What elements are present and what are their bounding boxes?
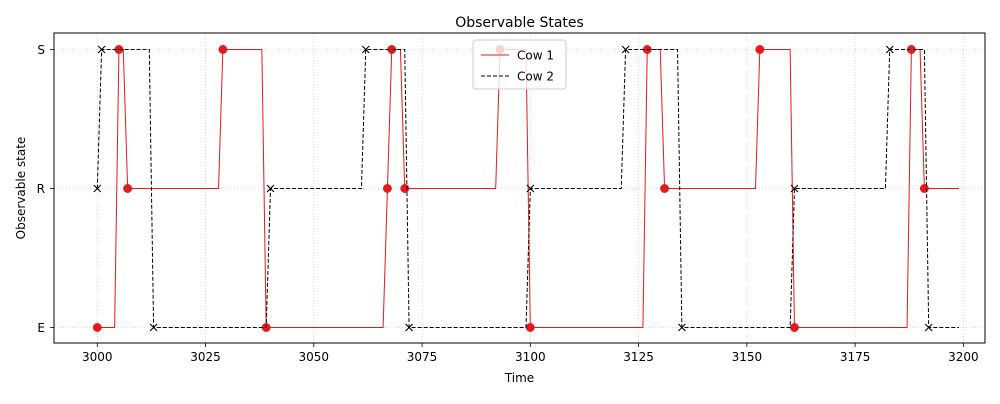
y-tick-label: S [37, 43, 45, 57]
data-point-cow-1 [660, 184, 670, 193]
y-axis: E R S [37, 43, 54, 335]
legend-box [472, 39, 567, 90]
data-point-cow-2 [621, 45, 630, 54]
chart-title: Observable States [455, 15, 584, 31]
x-tick-label: 3075 [407, 350, 438, 364]
x-tick-label: 3025 [190, 350, 221, 364]
y-axis-label: Observable state [14, 137, 28, 240]
legend: Cow 1 Cow 2 [472, 39, 567, 90]
data-point-cow-1 [218, 45, 228, 54]
x-tick-label: 3200 [948, 350, 979, 364]
y-tick-label: R [37, 182, 45, 196]
data-point-cow-1 [382, 184, 392, 193]
data-point-cow-1 [755, 45, 765, 54]
x-tick-label: 3000 [82, 350, 113, 364]
data-point-cow-2 [93, 184, 102, 193]
data-point-cow-2 [790, 184, 799, 193]
data-point-cow-1 [123, 184, 133, 193]
data-point-cow-2 [266, 184, 275, 193]
x-tick-label: 3150 [732, 350, 763, 364]
data-point-cow-1 [525, 323, 535, 332]
plot-frame [53, 32, 986, 344]
x-tick-label: 3175 [840, 350, 871, 364]
series-layer [92, 45, 960, 332]
data-point-cow-1 [92, 323, 102, 332]
legend-label-cow-1: Cow 1 [517, 49, 554, 63]
x-tick-label: 3100 [515, 350, 546, 364]
x-tick-label: 3125 [623, 350, 654, 364]
legend-label-cow-2: Cow 2 [517, 70, 554, 84]
data-point-cow-2 [526, 184, 535, 193]
y-tick-label: E [37, 321, 45, 335]
data-point-cow-1 [400, 184, 410, 193]
data-point-cow-2 [405, 323, 413, 332]
data-point-cow-2 [924, 323, 933, 332]
data-point-cow-1 [790, 323, 799, 332]
data-point-cow-2 [361, 45, 370, 54]
data-point-cow-2 [149, 323, 158, 332]
data-point-cow-2 [885, 45, 894, 54]
x-axis-label: Time [504, 371, 534, 385]
x-tick-label: 3050 [299, 350, 330, 364]
x-axis: 3000 3025 3050 3075 3100 3125 3150 3175 3200 [82, 343, 979, 364]
data-point-cow-2 [97, 45, 106, 54]
data-point-cow-2 [677, 323, 686, 332]
data-point-cow-1 [919, 184, 929, 193]
